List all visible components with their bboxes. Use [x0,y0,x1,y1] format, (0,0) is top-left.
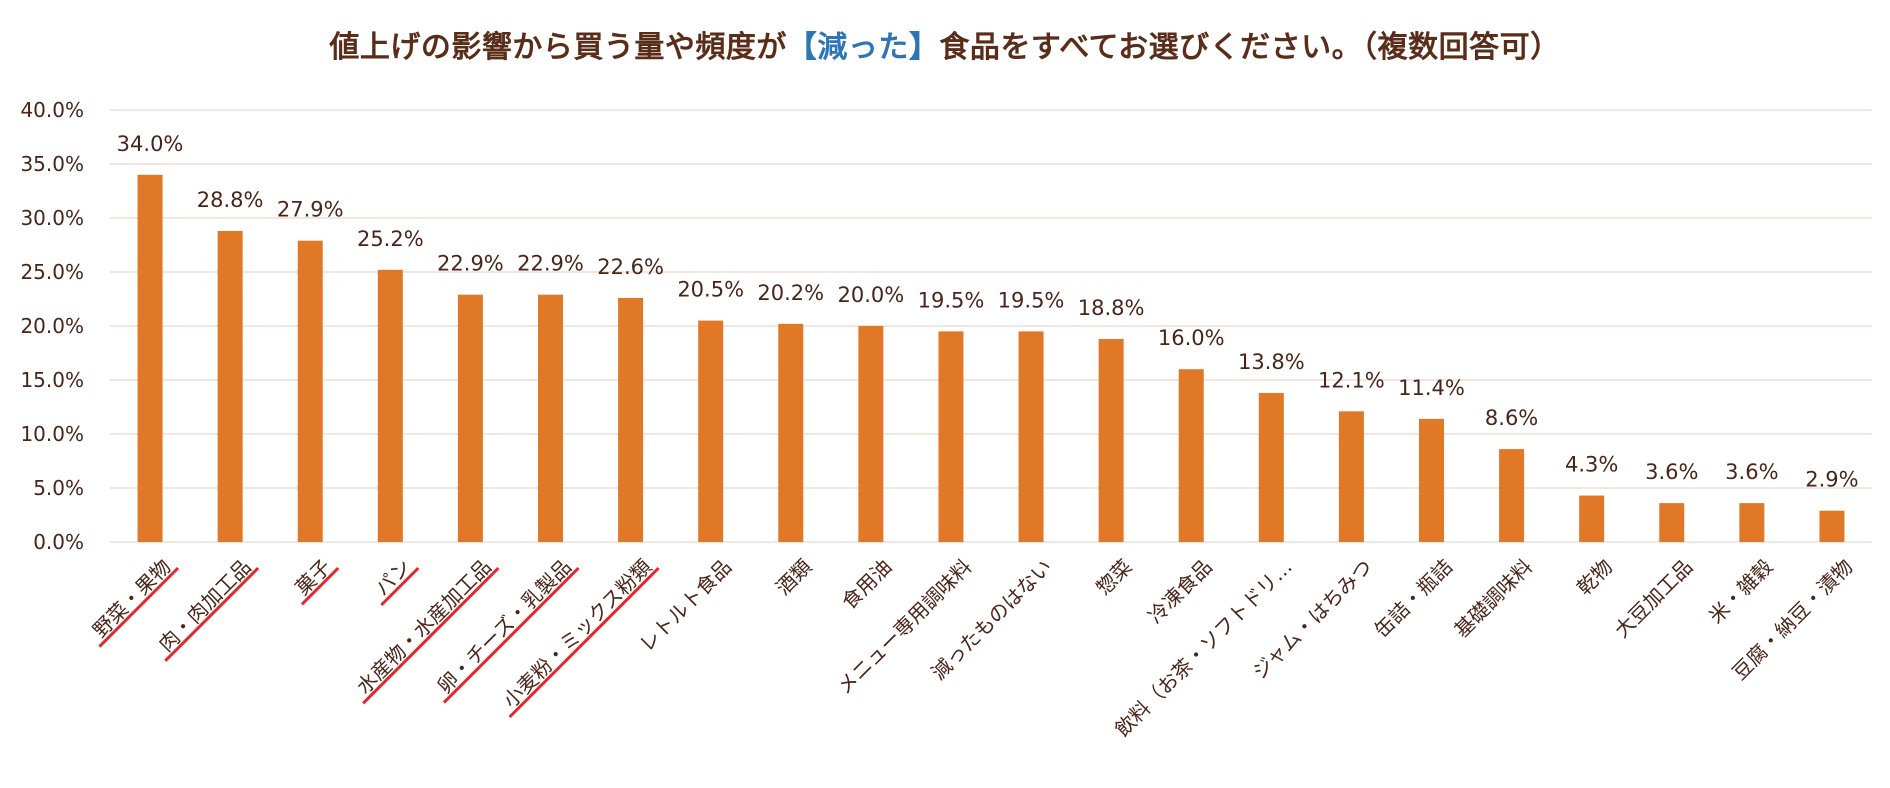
x-tick-label: 野菜・果物 [88,555,176,643]
x-tick-label: 乾物 [1572,555,1617,600]
x-tick-label: 惣菜 [1091,555,1136,600]
chart-title: 値上げの影響から買う量や頻度が【減った】食品をすべてお選びください。（複数回答可… [0,22,1890,66]
bar [297,240,323,542]
title-highlight: 【減った】 [786,30,940,65]
bar [1739,503,1765,542]
data-label: 18.8% [1078,296,1145,320]
bar [1419,418,1444,542]
y-tick-label: 0.0% [33,530,84,554]
data-label: 3.6% [1725,460,1778,484]
bar [698,320,724,542]
bar [1098,338,1124,542]
data-label: 19.5% [998,288,1065,312]
x-tick-label: メニュー専用調味料 [832,555,976,699]
data-label: 20.2% [757,281,824,305]
x-tick-label: 酒類 [771,555,816,600]
y-tick-label: 15.0% [20,368,84,392]
bar [457,294,483,542]
data-label: 2.9% [1805,468,1858,492]
bar [137,174,163,543]
category-underline [164,566,260,662]
data-label: 22.6% [597,255,664,279]
x-tick-label: 大豆加工品 [1610,555,1698,643]
data-label: 20.5% [677,278,744,302]
category-underline [442,566,580,704]
x-tick-label: 基礎調味料 [1449,555,1537,643]
category-underline [380,566,420,607]
data-label: 13.8% [1238,350,1305,374]
bar [1659,503,1685,542]
data-label: 3.6% [1645,460,1698,484]
category-underline [508,566,660,719]
bar [377,269,403,542]
bar [1819,510,1845,542]
y-tick-label: 25.0% [20,260,84,284]
data-label: 22.9% [517,252,584,276]
data-label: 27.9% [277,198,344,222]
bar [778,323,804,542]
bar [618,297,644,542]
data-label: 4.3% [1565,453,1618,477]
bar [538,294,563,542]
data-label: 28.8% [197,188,264,212]
x-tick-label: 小麦粉・ミックス粉類 [498,555,656,713]
data-label: 11.4% [1398,376,1465,400]
y-tick-label: 20.0% [20,314,84,338]
title-before: 値上げの影響から買う量や頻度が [329,30,787,65]
x-tick-label: 卵・チーズ・乳製品 [432,555,576,699]
x-tick-label: 米・雑穀 [1704,555,1778,629]
bar [1018,331,1044,542]
bar [858,326,884,542]
y-tick-label: 5.0% [33,476,84,500]
data-label: 20.0% [838,283,905,307]
y-tick-label: 35.0% [20,152,84,176]
x-tick-label: 食用油 [837,555,896,614]
title-after: 食品をすべてお選びください。（複数回答可） [939,30,1561,65]
category-underline [362,566,500,705]
bar [1499,449,1525,542]
y-tick-label: 10.0% [20,422,84,446]
data-label: 12.1% [1318,368,1385,392]
data-label: 22.9% [437,252,504,276]
x-tick-label: 水産物・水産加工品 [352,555,496,699]
bar [1338,411,1364,542]
bar [1258,392,1284,542]
data-label: 8.6% [1485,406,1538,430]
bar [217,230,243,542]
data-label: 34.0% [117,132,184,156]
x-tick-label: 缶詰・瓶詰 [1369,555,1457,643]
data-label: 25.2% [357,227,424,251]
data-label: 19.5% [918,288,985,312]
y-tick-label: 30.0% [20,206,84,230]
bar [938,331,964,542]
category-underline [300,566,340,606]
x-tick-label: 冷凍食品 [1143,555,1217,629]
bar [1178,369,1204,542]
data-label: 16.0% [1158,326,1225,350]
category-underline [98,566,180,648]
y-tick-label: 40.0% [20,98,84,122]
bar [1579,495,1605,542]
